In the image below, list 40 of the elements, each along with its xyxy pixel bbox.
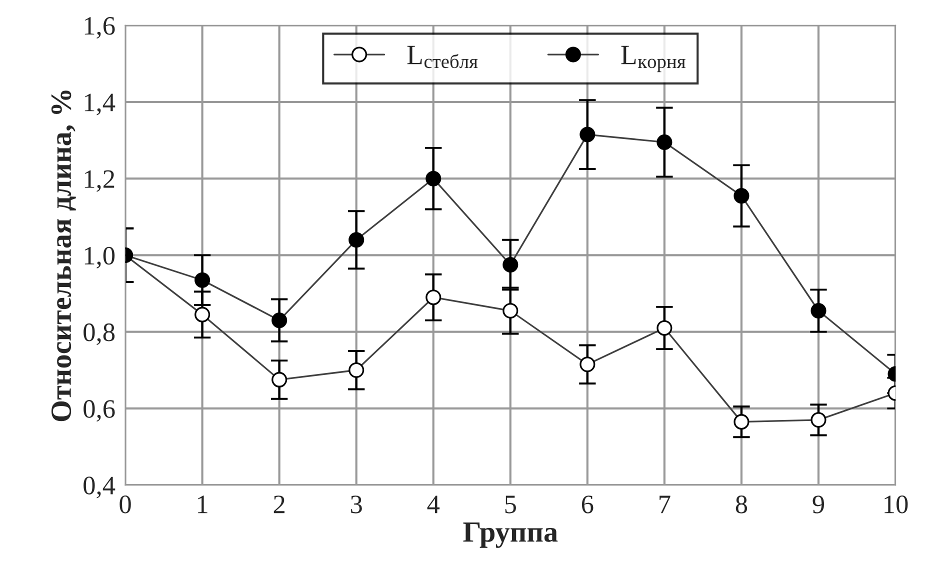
y-tick-label: 1,4	[84, 94, 116, 116]
x-tick-label: 3	[351, 496, 362, 514]
y-axis-title: Относительная длина, %	[51, 90, 76, 422]
x-tick-label: 0	[120, 496, 131, 514]
point	[272, 312, 288, 328]
x-tick-label: 8	[736, 496, 748, 514]
y-tick-label: 1,0	[84, 246, 115, 268]
point	[656, 320, 672, 336]
y-tick-label: 0,4	[84, 476, 116, 498]
point	[734, 188, 750, 204]
x-tick-label: 2	[274, 496, 284, 514]
point	[194, 306, 210, 322]
y-tick-label: 0,8	[84, 323, 115, 346]
point	[272, 372, 288, 388]
point	[580, 356, 596, 372]
point	[734, 414, 750, 430]
point	[426, 170, 442, 186]
x-tick-label: 7	[660, 496, 670, 514]
point	[810, 302, 826, 319]
point	[426, 290, 442, 306]
x-axis-title: Группа	[463, 522, 558, 548]
point	[656, 134, 672, 150]
point	[502, 257, 518, 273]
x-tick-label: 5	[505, 496, 516, 514]
x-tick-label: 6	[582, 496, 594, 514]
x-tick-label: 1	[198, 496, 208, 514]
point	[348, 232, 364, 248]
x-tick-label: 4	[427, 496, 440, 514]
point	[502, 302, 518, 319]
y-tick-label: 1,6	[84, 17, 115, 39]
point	[810, 412, 826, 428]
legend-label: L$_{корня}$	[621, 46, 686, 72]
point	[194, 272, 210, 288]
x-tick-label: 10	[884, 496, 908, 514]
y-tick-label: 1,2	[84, 170, 114, 192]
point	[580, 126, 596, 142]
y-tick-label: 0,6	[84, 400, 115, 422]
legend-label: L$_{стебля}$	[407, 46, 478, 68]
x-tick-label: 9	[812, 496, 824, 514]
point	[348, 362, 364, 378]
